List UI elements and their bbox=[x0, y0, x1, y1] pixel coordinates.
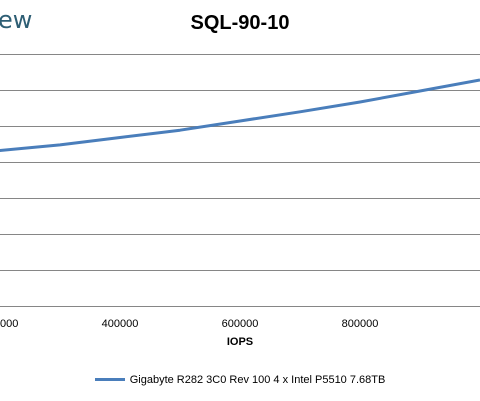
chart-title: SQL-90-10 bbox=[190, 12, 290, 34]
x-tick-label: 600000 bbox=[222, 318, 259, 330]
gridlines bbox=[0, 54, 480, 307]
x-tick-labels: 200000 400000 600000 800000 bbox=[0, 318, 378, 330]
x-tick-label: 800000 bbox=[342, 318, 379, 330]
legend: Gigabyte R282 3C0 Rev 100 4 x Intel P551… bbox=[0, 374, 480, 386]
series-line-0 bbox=[0, 78, 480, 152]
x-tick-label: 200000 bbox=[0, 318, 18, 330]
brand-logo-text: ew bbox=[0, 6, 33, 34]
legend-line-swatch bbox=[94, 377, 125, 381]
series-layer bbox=[0, 78, 480, 152]
x-axis-label: IOPS bbox=[226, 336, 254, 348]
x-tick-label: 400000 bbox=[102, 318, 139, 330]
legend-label: Gigabyte R282 3C0 Rev 100 4 x Intel P551… bbox=[129, 374, 386, 386]
